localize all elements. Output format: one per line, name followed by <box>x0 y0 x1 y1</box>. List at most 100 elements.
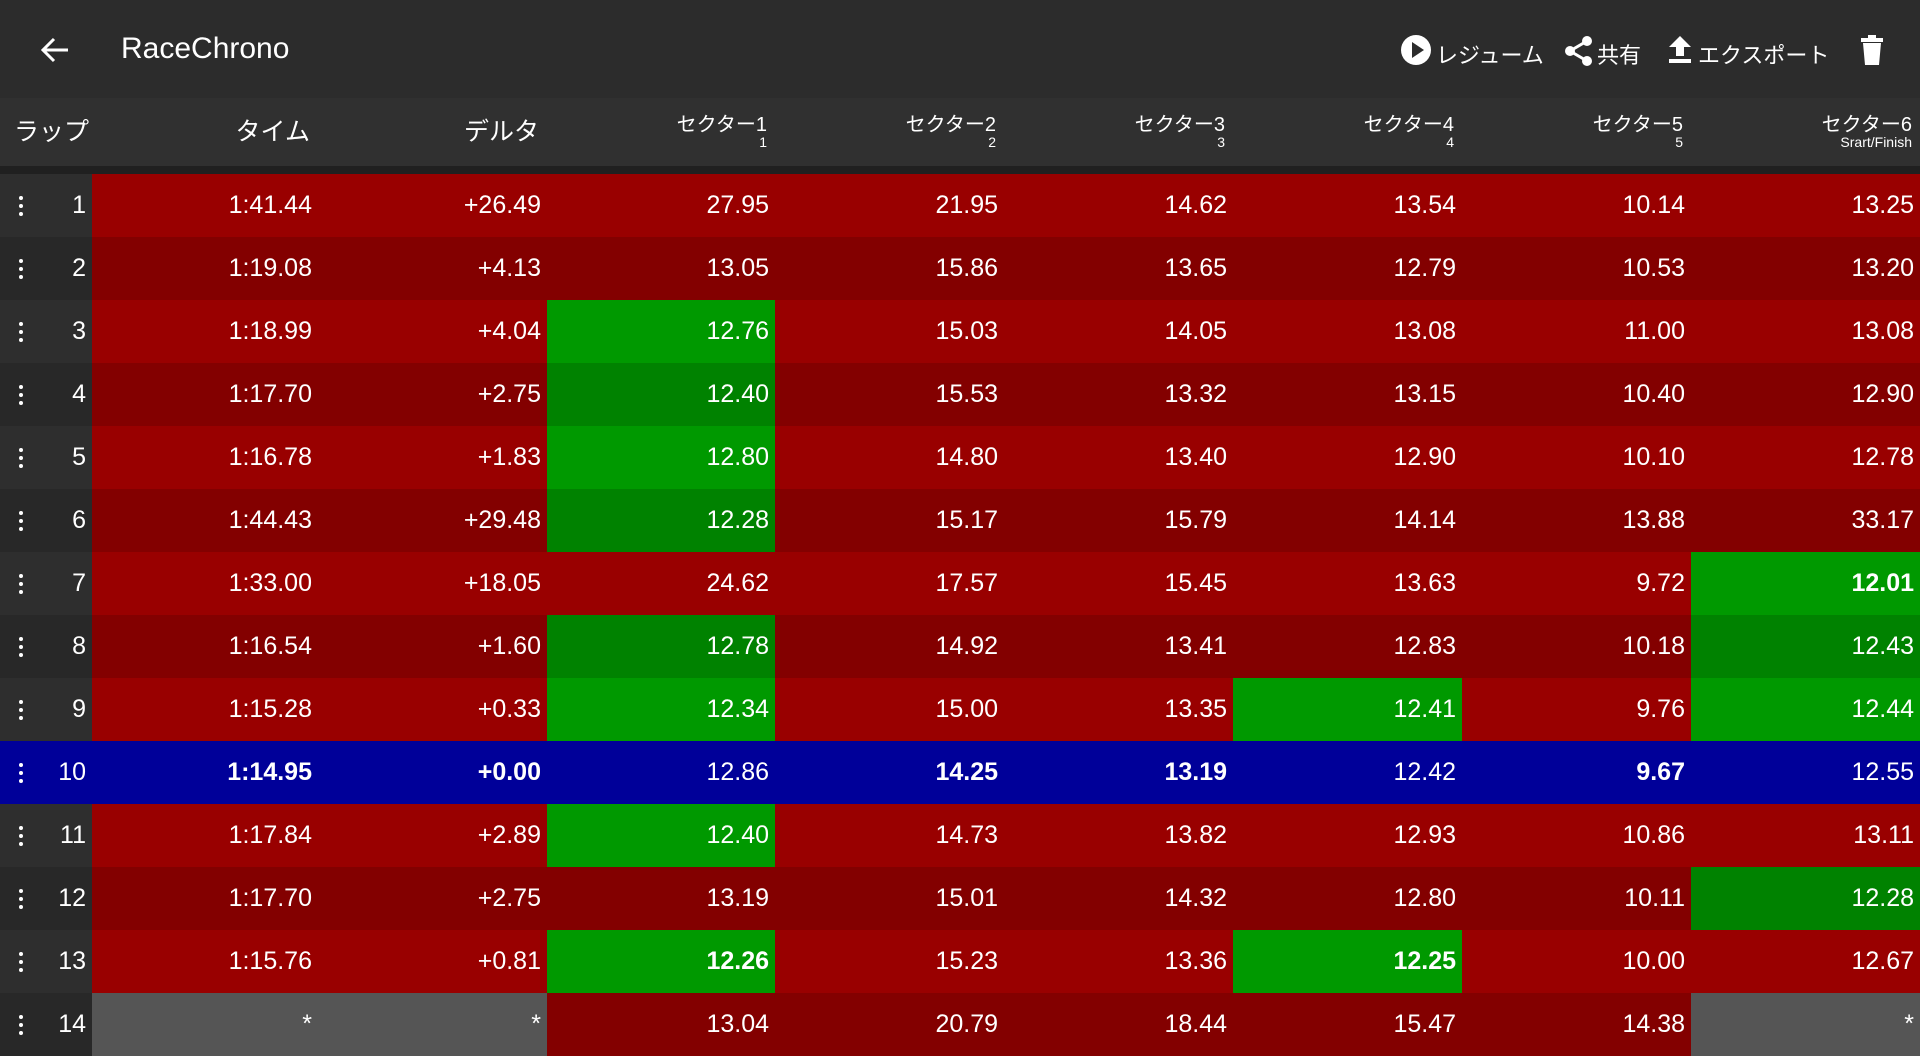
lap-cell: 13.35 <box>1004 678 1233 741</box>
lap-cell: +1.83 <box>318 426 547 489</box>
lap-cell: 12.28 <box>1691 867 1920 930</box>
menu-dot <box>19 212 23 216</box>
lap-cell: 17.57 <box>775 552 1004 615</box>
menu-dot <box>19 1015 23 1019</box>
delete-button[interactable] <box>1860 35 1884 65</box>
lap-cell: 12.34 <box>547 678 775 741</box>
lap-cell: 13.63 <box>1233 552 1462 615</box>
export-button[interactable]: エクスポート <box>1698 43 1830 68</box>
share-button[interactable]: 共有 <box>1597 43 1642 68</box>
lap-cell: 1:15.76 <box>92 930 318 993</box>
lap-cell: 12.40 <box>547 804 775 867</box>
resume-button[interactable]: レジューム <box>1436 43 1544 68</box>
lap-cell: 14.62 <box>1004 174 1233 237</box>
lap-cell: 1:33.00 <box>92 552 318 615</box>
row-menu[interactable] <box>0 300 49 363</box>
row-menu[interactable] <box>0 426 49 489</box>
row-menu[interactable] <box>0 741 49 804</box>
lap-cell: 13.41 <box>1004 615 1233 678</box>
lap-cell: 12.76 <box>547 300 775 363</box>
lap-cell: +4.04 <box>318 300 547 363</box>
lap-cell: 15.47 <box>1233 993 1462 1056</box>
row-menu[interactable] <box>0 489 49 552</box>
row-menu[interactable] <box>0 678 49 741</box>
lap-number: 13 <box>49 930 92 993</box>
row-menu[interactable] <box>0 552 49 615</box>
lap-cell: 13.11 <box>1691 804 1920 867</box>
lap-cell: 15.17 <box>775 489 1004 552</box>
lap-cell: 33.17 <box>1691 489 1920 552</box>
lap-cell: 13.54 <box>1233 174 1462 237</box>
lap-cell: 15.53 <box>775 363 1004 426</box>
menu-dot <box>19 519 23 523</box>
menu-dot <box>19 385 23 389</box>
lap-number: 9 <box>49 678 92 741</box>
menu-dot <box>19 574 23 578</box>
column-sub: 4 <box>1446 134 1454 150</box>
lap-cell: +26.49 <box>318 174 547 237</box>
row-menu[interactable] <box>0 867 49 930</box>
lap-cell: 1:18.99 <box>92 300 318 363</box>
lap-cell: 1:16.78 <box>92 426 318 489</box>
lap-cell: 20.79 <box>775 993 1004 1056</box>
back-button[interactable] <box>40 36 70 64</box>
lap-cell: 13.08 <box>1233 300 1462 363</box>
lap-cell: 10.00 <box>1462 930 1691 993</box>
lap-cell: 1:17.70 <box>92 867 318 930</box>
lap-number: 3 <box>49 300 92 363</box>
lap-cell: 1:15.28 <box>92 678 318 741</box>
lap-cell: * <box>92 993 318 1056</box>
menu-dot <box>19 960 23 964</box>
lap-cell: * <box>318 993 547 1056</box>
lap-cell: 13.04 <box>547 993 775 1056</box>
row-menu[interactable] <box>0 615 49 678</box>
menu-dot <box>19 637 23 641</box>
lap-cell: 15.00 <box>775 678 1004 741</box>
lap-number: 12 <box>49 867 92 930</box>
lap-number: 4 <box>49 363 92 426</box>
lap-cell: 13.88 <box>1462 489 1691 552</box>
menu-dot <box>19 456 23 460</box>
lap-cell: 1:44.43 <box>92 489 318 552</box>
lap-cell: 15.23 <box>775 930 1004 993</box>
menu-dot <box>19 905 23 909</box>
lap-cell: 12.79 <box>1233 237 1462 300</box>
row-menu[interactable] <box>0 174 49 237</box>
row-menu[interactable] <box>0 804 49 867</box>
lap-cell: 18.44 <box>1004 993 1233 1056</box>
row-menu[interactable] <box>0 363 49 426</box>
lap-cell: 13.19 <box>547 867 775 930</box>
menu-dot <box>19 322 23 326</box>
column-name: セクター4 <box>1363 114 1454 136</box>
menu-dot <box>19 448 23 452</box>
menu-dot <box>19 464 23 468</box>
lap-number: 14 <box>49 993 92 1056</box>
column-sub: 1 <box>759 134 767 150</box>
column-name: セクター6 <box>1821 114 1912 136</box>
lap-cell: 10.86 <box>1462 804 1691 867</box>
menu-dot <box>19 1023 23 1027</box>
column-sub: 3 <box>1217 134 1225 150</box>
row-menu[interactable] <box>0 993 49 1056</box>
lap-number: 10 <box>49 741 92 804</box>
lap-cell: 15.86 <box>775 237 1004 300</box>
menu-dot <box>19 826 23 830</box>
lap-cell: 12.40 <box>547 363 775 426</box>
lap-cell: 15.45 <box>1004 552 1233 615</box>
menu-dot <box>19 1031 23 1035</box>
menu-dot <box>19 527 23 531</box>
lap-cell: 12.80 <box>547 426 775 489</box>
lap-cell: 1:16.54 <box>92 615 318 678</box>
lap-cell: * <box>1691 993 1920 1056</box>
menu-dot <box>19 582 23 586</box>
menu-dot <box>19 275 23 279</box>
lap-cell: 24.62 <box>547 552 775 615</box>
lap-cell: 12.80 <box>1233 867 1462 930</box>
lap-cell: +0.00 <box>318 741 547 804</box>
lap-cell: +2.75 <box>318 363 547 426</box>
row-menu[interactable] <box>0 930 49 993</box>
menu-dot <box>19 259 23 263</box>
app-title: RaceChrono <box>121 32 290 65</box>
row-menu[interactable] <box>0 237 49 300</box>
menu-dot <box>19 897 23 901</box>
